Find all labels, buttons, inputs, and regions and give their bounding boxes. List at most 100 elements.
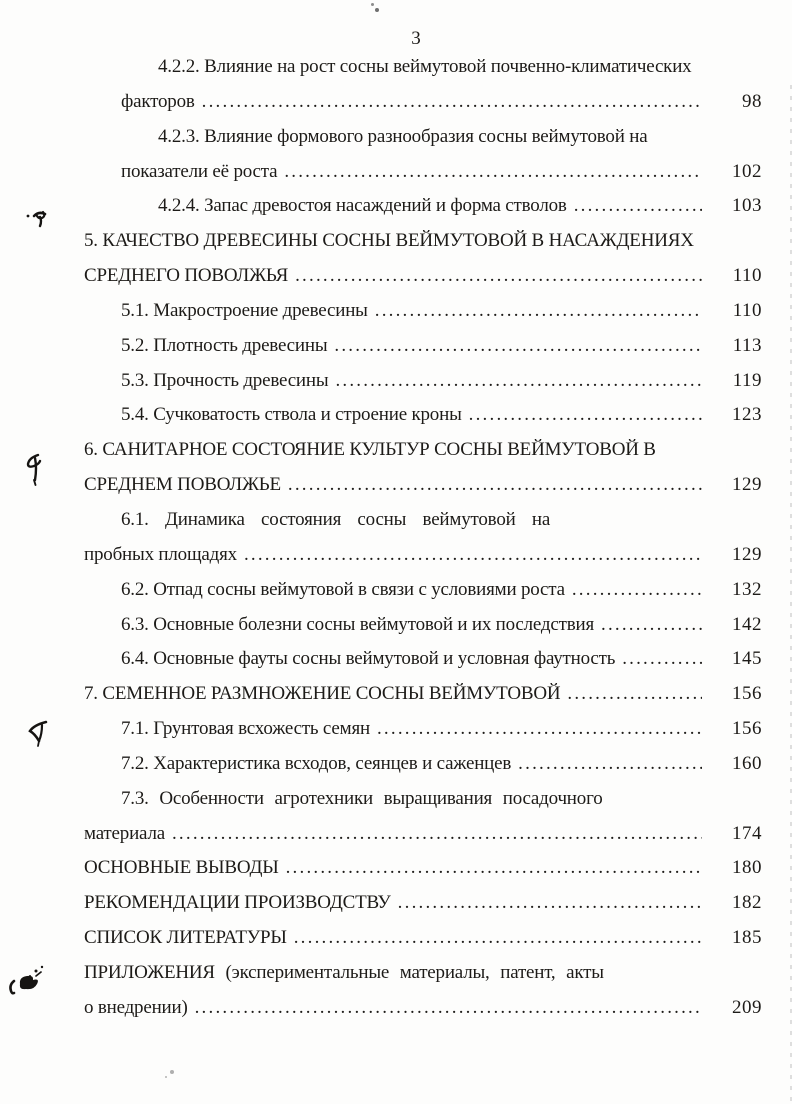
toc-leader-dots	[335, 370, 702, 392]
toc-row: 6.4. Основные фауты сосны веймутовой и у…	[0, 648, 792, 683]
scan-speck	[170, 1070, 174, 1074]
toc-entry-text: 6.2. Отпад сосны веймутовой в связи с ус…	[121, 578, 565, 600]
toc-entry-text: ПРИЛОЖЕНИЯ (экспериментальные материалы,…	[84, 961, 604, 983]
ink-scribble-icon	[9, 965, 44, 995]
toc-leader-dots	[572, 579, 702, 601]
toc-entry-text: ОСНОВНЫЕ ВЫВОДЫ	[84, 857, 279, 879]
toc-entry-text: 5.3. Прочность древесины	[121, 369, 329, 391]
toc-row: 5.2. Плотность древесины 113	[0, 335, 792, 370]
toc-row: 4.2.2. Влияние на рост сосны веймутовой …	[0, 56, 792, 91]
toc-leader-dots	[469, 404, 702, 426]
toc-leader-dots	[377, 718, 702, 740]
page-number: 3	[411, 28, 421, 49]
toc-entry-text: 5. КАЧЕСТВО ДРЕВЕСИНЫ СОСНЫ ВЕЙМУТОВОЙ В…	[84, 230, 694, 252]
toc-page-number: 103	[732, 195, 762, 217]
toc-page-number: 110	[732, 265, 762, 287]
toc-row: СРЕДНЕМ ПОВОЛЖЬЕ 129	[0, 474, 792, 509]
toc-row: ПРИЛОЖЕНИЯ (экспериментальные материалы,…	[0, 962, 792, 997]
toc-row: показатели её роста 102	[0, 161, 792, 196]
toc-row: ОСНОВНЫЕ ВЫВОДЫ 180	[0, 857, 792, 892]
toc-entry-text: 6.1. Динамика состояния сосны веймутовой…	[121, 508, 551, 530]
toc-row: 4.2.3. Влияние формового разнообразия со…	[0, 126, 792, 161]
toc-row: СРЕДНЕГО ПОВОЛЖЬЯ 110	[0, 265, 792, 300]
toc-page-number: 182	[732, 892, 762, 914]
toc-leader-dots	[398, 892, 702, 914]
scan-speck	[165, 1076, 167, 1078]
toc-row: 6.1. Динамика состояния сосны веймутовой…	[0, 509, 792, 544]
scan-speck	[371, 3, 374, 6]
toc-entry-text: 4.2.3. Влияние формового разнообразия со…	[158, 125, 648, 147]
toc-entry-text: 5.2. Плотность древесины	[121, 334, 328, 356]
toc-page-number: 185	[732, 927, 762, 949]
toc-leader-dots	[567, 683, 702, 705]
toc-row: 5.4. Сучковатость ствола и строение крон…	[0, 404, 792, 439]
toc-page-number: 145	[732, 648, 762, 670]
toc-leader-dots	[574, 195, 702, 217]
toc-entry-text: СПИСОК ЛИТЕРАТУРЫ	[84, 927, 287, 949]
toc-entry-text: материала	[84, 822, 165, 844]
ink-scribble-icon	[28, 720, 48, 747]
toc-entry-text: 7.3. Особенности агротехники выращивания…	[121, 787, 603, 809]
toc-row: 4.2.4. Запас древостоя насаждений и форм…	[0, 195, 792, 230]
toc-row: 7.3. Особенности агротехники выращивания…	[0, 788, 792, 823]
toc-page-number: 209	[732, 996, 762, 1018]
toc-leader-dots	[601, 614, 702, 636]
toc-page-number: 98	[742, 90, 762, 112]
toc-page-number: 180	[732, 857, 762, 879]
toc-page-number: 156	[732, 683, 762, 705]
toc-row: 6.2. Отпад сосны веймутовой в связи с ус…	[0, 579, 792, 614]
toc-entry-text: 6.3. Основные болезни сосны веймутовой и…	[121, 613, 594, 635]
toc-row: 7.2. Характеристика всходов, сеянцев и с…	[0, 753, 792, 788]
toc-leader-dots	[244, 544, 702, 566]
toc-entry-text: СРЕДНЕМ ПОВОЛЖЬЕ	[84, 474, 281, 496]
toc-row: РЕКОМЕНДАЦИИ ПРОИЗВОДСТВУ 182	[0, 892, 792, 927]
scan-speck	[375, 8, 379, 12]
toc-entry-text: 7.1. Грунтовая всхожесть семян	[121, 718, 370, 740]
toc-page-number: 110	[732, 299, 762, 321]
toc-entry-text: 7. СЕМЕННОЕ РАЗМНОЖЕНИЕ СОСНЫ ВЕЙМУТОВОЙ	[84, 683, 561, 705]
toc-row: пробных площадях 129	[0, 544, 792, 579]
toc-row: 6.3. Основные болезни сосны веймутовой и…	[0, 614, 792, 649]
toc-row: материала 174	[0, 823, 792, 858]
toc-row: 7.1. Грунтовая всхожесть семян 156	[0, 718, 792, 753]
toc-page-number: 129	[732, 474, 762, 496]
toc-page-number: 156	[732, 718, 762, 740]
toc-leader-dots	[375, 300, 702, 322]
toc-page-number: 123	[732, 404, 762, 426]
toc-row: 6. САНИТАРНОЕ СОСТОЯНИЕ КУЛЬТУР СОСНЫ ВЕ…	[0, 439, 792, 474]
toc-entry-text: показатели её роста	[121, 160, 278, 182]
toc-leader-dots	[202, 91, 702, 113]
toc-page-number: 129	[732, 543, 762, 565]
scan-edge-artifact	[790, 85, 792, 1104]
toc-page-number: 142	[732, 613, 762, 635]
toc-row: факторов 98	[0, 91, 792, 126]
toc-entry-text: пробных площадях	[84, 543, 237, 565]
toc-row: 5.1. Макростроение древесины 110	[0, 300, 792, 335]
toc-entry-text: 4.2.4. Запас древостоя насаждений и форм…	[158, 195, 567, 217]
toc-page-number: 119	[732, 369, 762, 391]
toc-entry-text: 5.1. Макростроение древесины	[121, 299, 368, 321]
toc-leader-dots	[288, 474, 702, 496]
toc-page-number: 132	[732, 578, 762, 600]
toc-entry-text: факторов	[121, 90, 195, 112]
toc-entry-text: о внедрении)	[84, 996, 188, 1018]
toc-entry-text: РЕКОМЕНДАЦИИ ПРОИЗВОДСТВУ	[84, 892, 391, 914]
toc-leader-dots	[284, 161, 702, 183]
toc-entry-text: 4.2.2. Влияние на рост сосны веймутовой …	[158, 56, 692, 77]
toc-leader-dots	[334, 335, 702, 357]
toc-entry-text: 7.2. Характеристика всходов, сеянцев и с…	[121, 752, 512, 774]
toc-row: 5. КАЧЕСТВО ДРЕВЕСИНЫ СОСНЫ ВЕЙМУТОВОЙ В…	[0, 230, 792, 265]
toc-entry-text: 6.4. Основные фауты сосны веймутовой и у…	[121, 648, 616, 670]
toc-page-number: 174	[732, 822, 762, 844]
toc-row: СПИСОК ЛИТЕРАТУРЫ 185	[0, 927, 792, 962]
toc-leader-dots	[286, 857, 702, 879]
toc-row: 7. СЕМЕННОЕ РАЗМНОЖЕНИЕ СОСНЫ ВЕЙМУТОВОЙ…	[0, 683, 792, 718]
ink-scribble-icon	[26, 453, 42, 486]
toc-list: 4.2.2. Влияние на рост сосны веймутовой …	[0, 56, 792, 1032]
toc-row: о внедрении) 209	[0, 997, 792, 1032]
toc-entry-text: СРЕДНЕГО ПОВОЛЖЬЯ	[84, 265, 289, 287]
toc-page-number: 160	[732, 752, 762, 774]
toc-page-number: 113	[732, 334, 762, 356]
toc-leader-dots	[518, 753, 702, 775]
